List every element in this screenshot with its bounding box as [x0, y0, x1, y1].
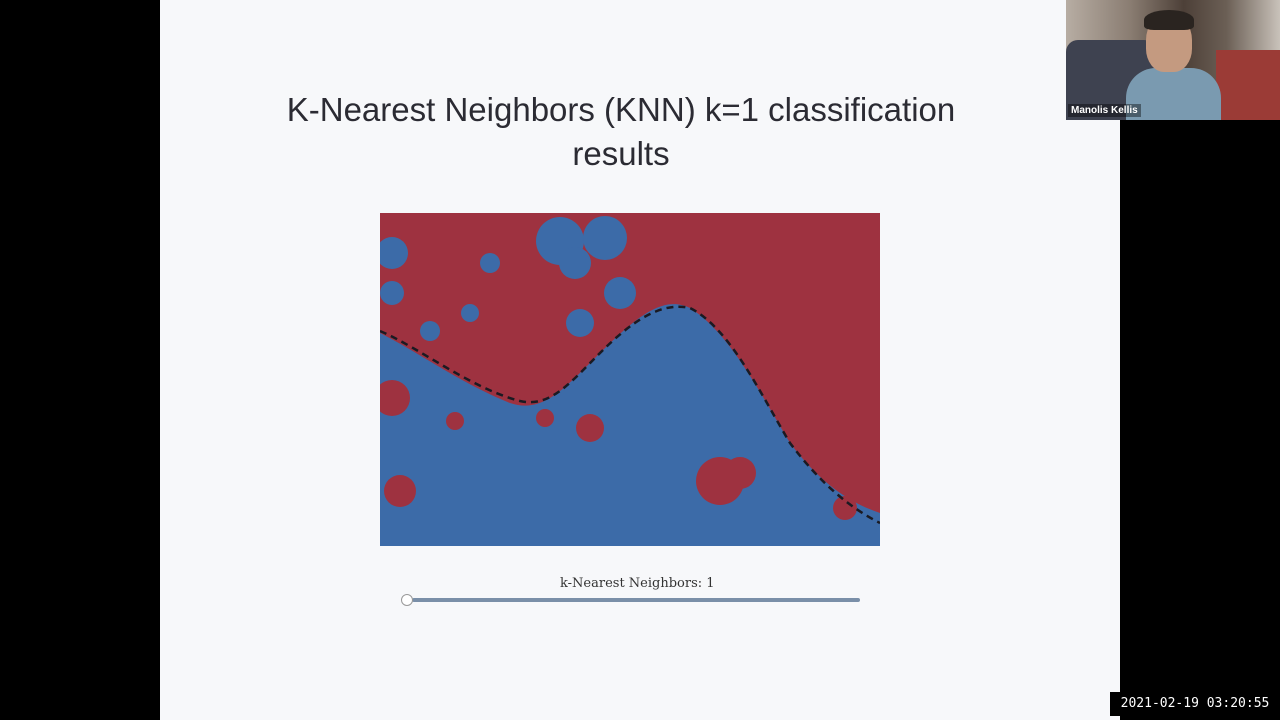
red-island [833, 496, 857, 520]
blue-island [461, 304, 479, 322]
knn-decision-plot [380, 213, 880, 546]
class-b-region [380, 304, 880, 546]
red-island [384, 475, 416, 507]
true-decision-boundary [380, 305, 880, 525]
participant-video: Manolis Kellis [1066, 0, 1280, 120]
participant-name: Manolis Kellis [1068, 104, 1141, 117]
k-slider-track[interactable] [412, 598, 860, 602]
k-slider-handle[interactable] [401, 594, 413, 606]
red-island [380, 380, 410, 416]
red-island [536, 409, 554, 427]
k-slider-label: k-Nearest Neighbors: 1 [560, 576, 715, 591]
blue-island [583, 216, 627, 260]
red-island [724, 457, 756, 489]
recording-timestamp: 2021-02-19 03:20:55 [1110, 692, 1280, 716]
blue-island [420, 321, 440, 341]
blue-island [566, 309, 594, 337]
blue-island [380, 281, 404, 305]
blue-island [604, 277, 636, 309]
blue-island [380, 237, 408, 269]
slide-title: K-Nearest Neighbors (KNN) k=1 classifica… [286, 91, 956, 172]
slide: K-Nearest Neighbors (KNN) k=1 classifica… [160, 0, 1120, 720]
blue-island [480, 253, 500, 273]
red-island [576, 414, 604, 442]
blue-island [559, 247, 591, 279]
red-island [446, 412, 464, 430]
